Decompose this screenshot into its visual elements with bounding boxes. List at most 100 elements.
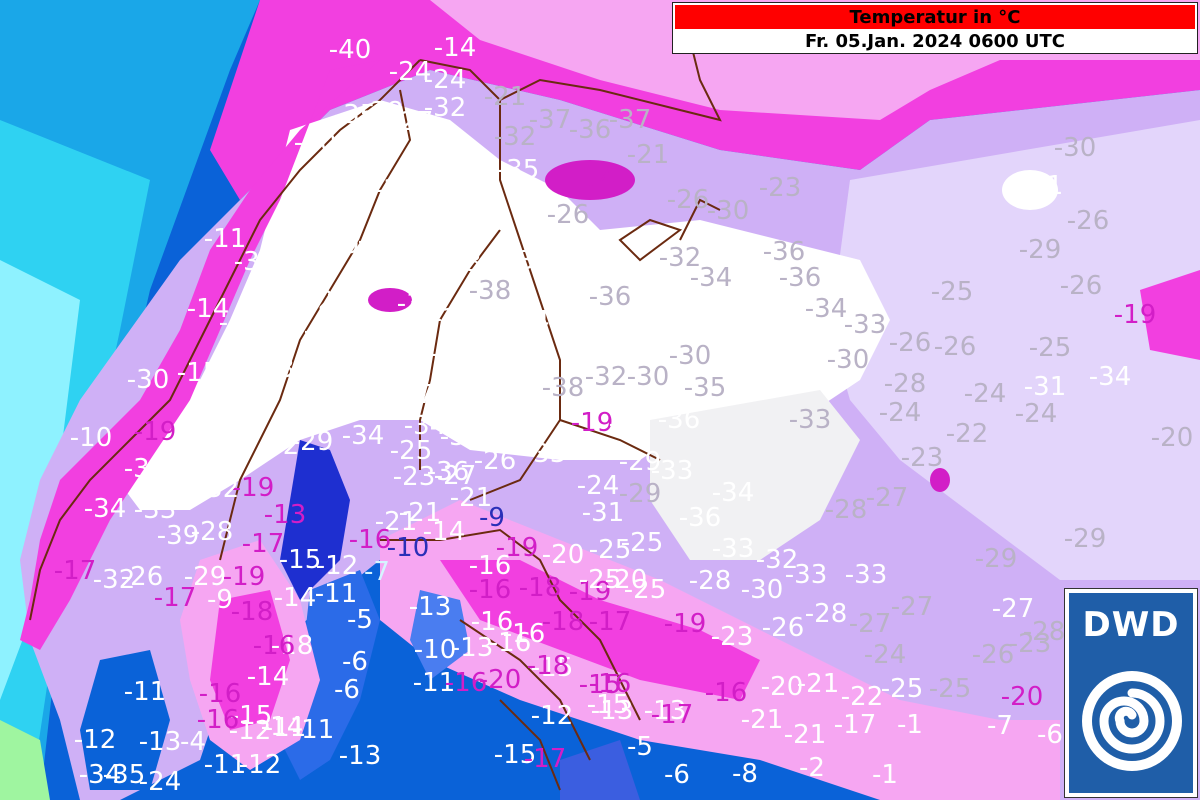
temperature-label: -35 xyxy=(683,373,727,403)
temperature-label: -29 xyxy=(618,479,662,509)
temperature-label: -21 xyxy=(783,720,827,750)
temperature-label: -27 xyxy=(390,107,434,137)
temperature-label: -41 xyxy=(326,279,370,309)
temperature-label: -36 xyxy=(678,503,722,533)
temperature-label: -6 xyxy=(342,647,368,677)
temperature-label: -33 xyxy=(455,248,499,278)
temperature-label: -30 xyxy=(706,196,750,226)
country-borders xyxy=(29,39,722,791)
south-sweden-magenta xyxy=(210,590,290,730)
temperature-label: -28 xyxy=(883,369,927,399)
bothnia-magenta-spot xyxy=(368,288,412,312)
temperature-label: -26 xyxy=(761,613,805,643)
temperature-label: -15 xyxy=(586,690,630,720)
temperature-label: -30 xyxy=(1053,133,1097,163)
cold-core-white xyxy=(110,100,890,510)
temperature-label: -24 xyxy=(1014,399,1058,429)
temperature-label: -29 xyxy=(290,427,334,457)
temperature-label: -37 xyxy=(528,105,572,135)
temperature-label: -18 xyxy=(518,573,562,603)
temperature-label: -26 xyxy=(666,185,710,215)
temperature-label: -27 xyxy=(433,461,477,491)
temperature-label: -16 xyxy=(196,705,240,735)
temperature-label: -26 xyxy=(971,640,1015,670)
temperature-label: -29 xyxy=(183,562,227,592)
temperature-label: -40 xyxy=(523,306,567,336)
temperature-label: -11 xyxy=(412,668,456,698)
temperature-label: -16 xyxy=(468,551,512,581)
temperature-label: -18 xyxy=(230,597,274,627)
temperature-label: -24 xyxy=(878,398,922,428)
temperature-label: -27 xyxy=(848,609,892,639)
temperature-label: -35 xyxy=(357,226,401,256)
temperature-label: -37 xyxy=(303,316,347,346)
temperature-label: -15 xyxy=(229,701,273,731)
temperature-label: -33 xyxy=(388,352,432,382)
kola-magenta-spot xyxy=(545,160,635,200)
temperature-label: -25 xyxy=(389,436,433,466)
temperature-label: -38 xyxy=(508,341,552,371)
temperature-label: -38 xyxy=(203,422,247,452)
temperature-label: -7 xyxy=(987,711,1013,741)
temperature-label: -16 xyxy=(348,525,392,555)
dwd-spiral-icon xyxy=(1082,671,1182,771)
south-blue-patch xyxy=(560,740,640,800)
temperature-label: -42 xyxy=(218,308,262,338)
temperature-label: -31 xyxy=(581,498,625,528)
gulf-riga-blue xyxy=(410,590,470,680)
temperature-label: -37 xyxy=(391,380,435,410)
temperature-label: -32 xyxy=(92,565,136,595)
temperature-label: -8 xyxy=(732,759,758,789)
temperature-label: -16 xyxy=(502,619,546,649)
temperature-label: -35 xyxy=(396,220,440,250)
temperature-label: -14 xyxy=(273,583,317,613)
temperature-label: -9 xyxy=(479,503,505,533)
temperature-label: -19 xyxy=(133,417,177,447)
temperature-label: -14 xyxy=(260,712,304,742)
temperature-label: -7 xyxy=(364,557,390,587)
temperature-label: -33 xyxy=(650,456,694,486)
temperature-label: -19 xyxy=(568,577,612,607)
temperature-label: -20 xyxy=(1000,682,1044,712)
temperature-label: -20 xyxy=(760,672,804,702)
temperature-label: -17 xyxy=(241,529,285,559)
temperature-label: -17 xyxy=(153,583,197,613)
temperature-label: -36 xyxy=(568,115,612,145)
temperature-label: -33 xyxy=(784,560,828,590)
temperature-label: -10 xyxy=(413,635,457,665)
temperature-label: -38 xyxy=(461,207,505,237)
temperature-label: -17 xyxy=(523,744,567,774)
temperature-label: -34 xyxy=(403,147,447,177)
temperature-label: -38 xyxy=(268,354,312,384)
temperature-label: -13 xyxy=(450,633,494,663)
temperature-label: -15 xyxy=(530,653,574,683)
dwd-logo-text: DWD xyxy=(1082,605,1180,645)
dwd-logo: DWD xyxy=(1064,588,1198,798)
temperature-label: -32 xyxy=(755,545,799,575)
temperature-label: -25 xyxy=(1028,333,1072,363)
temperature-label: -17 xyxy=(650,700,694,730)
temperature-label: -19 xyxy=(222,562,266,592)
temperature-label: -15 xyxy=(493,740,537,770)
temperature-label: -13 xyxy=(408,592,452,622)
temperature-label: -36 xyxy=(588,282,632,312)
temperature-label: -28 xyxy=(1022,617,1066,647)
temperature-label: -38 xyxy=(218,381,262,411)
title-bar: Temperatur in °C xyxy=(675,5,1195,29)
temperature-label: -9 xyxy=(207,585,233,615)
temperature-label: -36 xyxy=(426,457,470,487)
temperature-label: -31 xyxy=(1023,372,1067,402)
temperature-label: -1 xyxy=(872,760,898,790)
temperature-label: -33 xyxy=(473,357,517,387)
temperature-label: -20 xyxy=(1150,423,1194,453)
temperature-label: -11 xyxy=(203,750,247,780)
temperature-label: -27 xyxy=(890,592,934,622)
temperature-label: -4 xyxy=(180,727,206,757)
temperature-label: -29 xyxy=(1063,524,1107,554)
temperature-label: -16 xyxy=(704,678,748,708)
temperature-label: -30 xyxy=(626,362,670,392)
temperature-label: -16 xyxy=(588,669,632,699)
temperature-label: -39 xyxy=(123,454,167,484)
temperature-label: -25 xyxy=(623,575,667,605)
